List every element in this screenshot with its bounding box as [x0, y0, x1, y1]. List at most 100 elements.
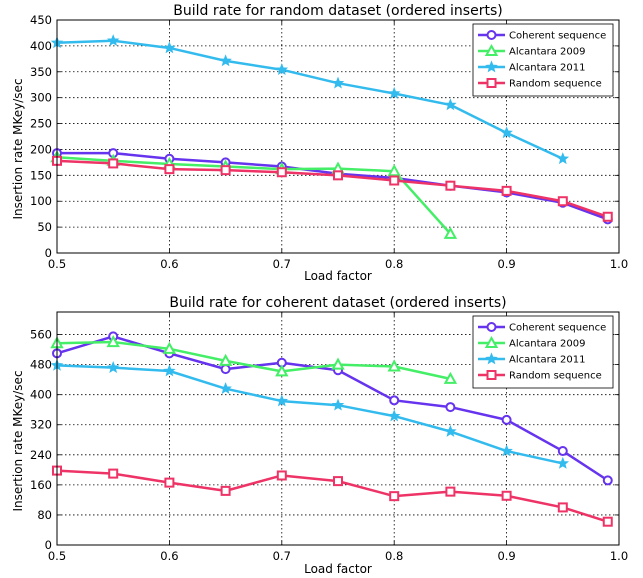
legend-item: Alcantara 2011: [478, 60, 586, 74]
data-point: [331, 76, 345, 89]
chart-title: Build rate for random dataset (ordered i…: [173, 3, 502, 19]
legend-item: Coherent sequence: [478, 30, 606, 42]
series-random-sequence: [52, 155, 613, 222]
data-point: [275, 63, 289, 76]
x-tick-label: 0.9: [497, 257, 515, 271]
legend-label: Coherent sequence: [509, 31, 606, 42]
y-tick-label: 450: [30, 13, 52, 27]
plot-frame: [56, 19, 620, 254]
data-point: [602, 475, 613, 486]
legend-marker: [486, 322, 497, 332]
legend-marker: [486, 78, 497, 88]
data-point: [557, 196, 568, 207]
legend-marker: [485, 60, 498, 73]
legend-label: Alcantara 2009: [509, 47, 586, 58]
legend-item: Alcantara 2009: [478, 43, 586, 58]
y-tick-label: 160: [30, 478, 52, 492]
data-point: [163, 41, 176, 54]
data-point: [387, 359, 401, 372]
legend-label: Alcantara 2011: [509, 355, 586, 366]
series-line: [56, 155, 452, 235]
data-point: [602, 211, 613, 222]
data-point: [106, 335, 120, 348]
data-point: [443, 371, 458, 384]
series-line: [56, 340, 451, 381]
chart-random-dataset: Build rate for random dataset (ordered i…: [11, 3, 628, 283]
data-point: [162, 341, 177, 354]
data-point: [106, 361, 120, 373]
data-point: [500, 126, 513, 139]
legend-label: Alcantara 2009: [509, 339, 586, 350]
y-tick-label: 240: [30, 448, 52, 462]
plot-frame: [56, 311, 620, 546]
data-point: [443, 226, 458, 239]
series-line: [56, 39, 564, 160]
legend-label: Alcantara 2011: [509, 63, 586, 74]
y-axis-title: Insertion rate MKey/sec: [11, 370, 25, 511]
data-point: [445, 486, 456, 497]
data-point: [557, 502, 568, 513]
data-point: [501, 414, 512, 425]
y-tick-label: 0: [45, 246, 52, 260]
y-tick-label: 200: [30, 142, 52, 156]
data-point: [218, 353, 233, 366]
data-point: [333, 170, 343, 181]
data-point: [602, 516, 613, 527]
y-tick-label: 400: [30, 388, 52, 402]
legend-marker: [484, 43, 499, 56]
legend-marker: [484, 335, 499, 348]
legend-item: Alcantara 2011: [478, 352, 586, 366]
legend-marker: [486, 30, 497, 40]
chart-title: Build rate for coherent dataset (ordered…: [169, 295, 506, 311]
data-point: [501, 185, 512, 196]
data-point: [389, 395, 400, 406]
data-point: [219, 382, 232, 394]
data-point: [500, 444, 513, 457]
data-point: [557, 446, 568, 457]
x-tick-label: 0.6: [160, 549, 178, 563]
x-tick-label: 1.0: [610, 549, 628, 563]
data-point: [275, 364, 289, 377]
legend-marker: [485, 352, 498, 365]
data-point: [387, 409, 401, 422]
data-point: [106, 34, 120, 47]
data-point: [331, 357, 345, 370]
data-point: [331, 398, 345, 411]
data-point: [501, 490, 512, 501]
legend-item: Alcantara 2009: [478, 335, 586, 350]
x-tick-label: 0.5: [48, 257, 66, 271]
plot-series: [50, 331, 613, 527]
data-point: [220, 165, 231, 176]
y-tick-label: 300: [30, 91, 52, 105]
data-point: [387, 86, 401, 99]
y-tick-label: 400: [30, 39, 52, 53]
legend-item: Coherent sequence: [478, 322, 606, 334]
plot-series: [50, 34, 613, 239]
data-point: [387, 164, 401, 177]
data-point: [389, 175, 400, 186]
series-alcantara-2009: [50, 335, 458, 384]
legend-item: Random sequence: [478, 370, 602, 382]
data-point: [275, 394, 289, 407]
data-point: [220, 485, 231, 496]
data-point: [164, 164, 175, 175]
chart-coherent-dataset: Build rate for coherent dataset (ordered…: [11, 295, 628, 576]
y-tick-label: 350: [30, 65, 52, 79]
y-tick-label: 560: [30, 328, 52, 342]
data-point: [276, 167, 287, 178]
x-tick-label: 0.7: [273, 257, 291, 271]
y-tick-label: 480: [30, 358, 52, 372]
ticks: 0 80 160 240 320 400 480 560 0.5 0.6 0.7 0.8 0.9 1.0: [30, 312, 628, 563]
data-point: [220, 364, 231, 375]
y-tick-label: 0: [45, 538, 52, 552]
x-tick-label: 0.8: [385, 549, 403, 563]
data-point: [445, 180, 456, 191]
y-tick-label: 80: [37, 508, 52, 522]
legend-item: Random sequence: [478, 78, 602, 90]
x-tick-label: 0.8: [385, 257, 403, 271]
data-point: [556, 456, 570, 469]
y-tick-label: 320: [30, 418, 52, 432]
y-axis-title: Insertion rate MKey/sec: [11, 78, 25, 219]
series-line: [56, 364, 564, 465]
y-tick-label: 50: [37, 220, 52, 234]
